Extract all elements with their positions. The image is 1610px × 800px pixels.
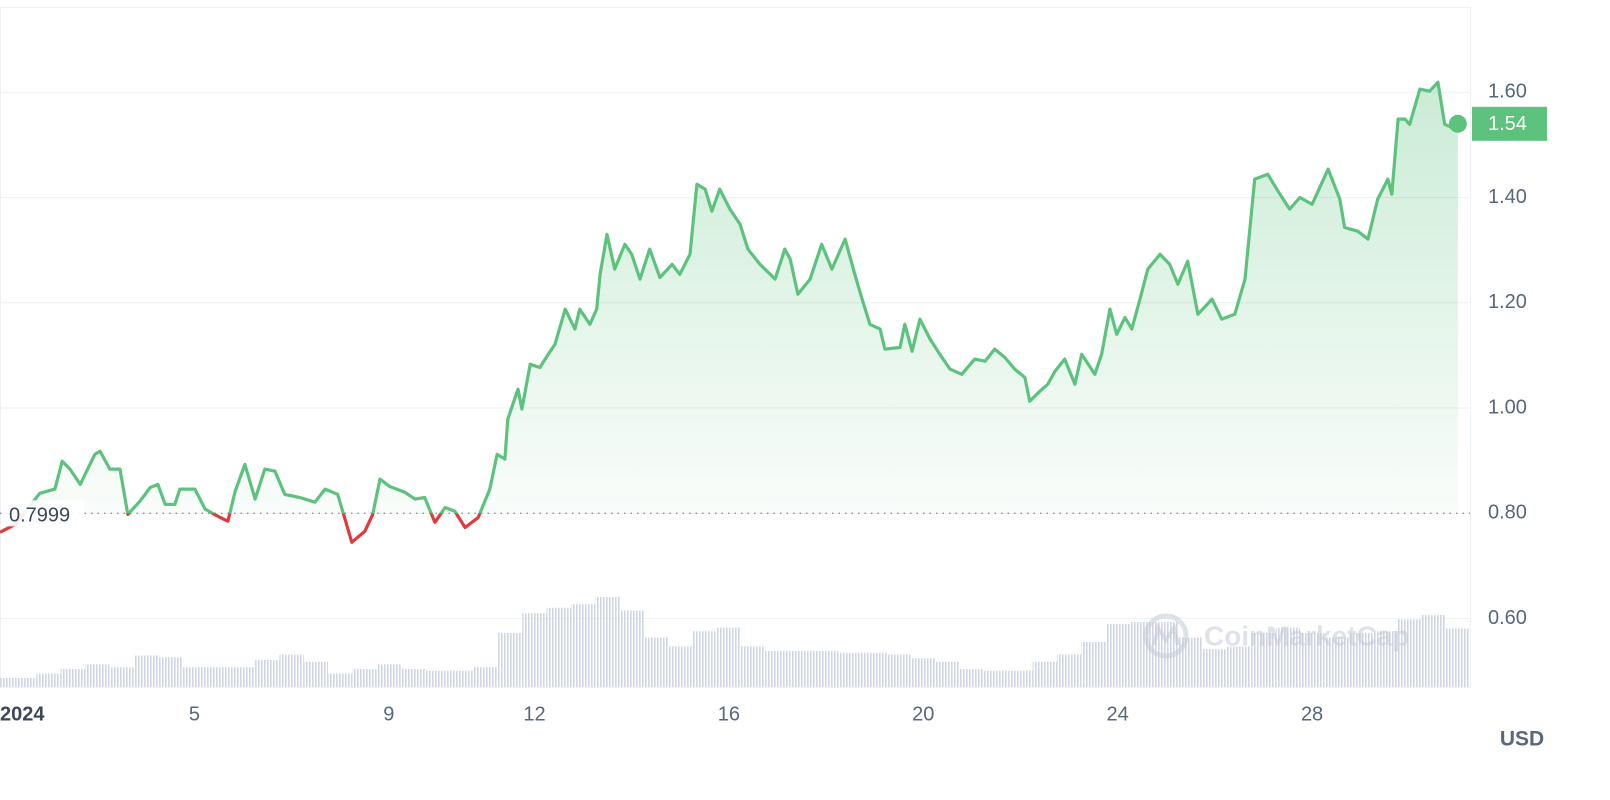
volume-bar xyxy=(230,667,256,687)
volume-bar xyxy=(109,667,134,687)
volume-bar xyxy=(813,651,839,687)
volume-bar xyxy=(328,673,353,687)
volume-bar xyxy=(668,646,693,687)
volume-bar xyxy=(182,667,207,687)
volume-bar xyxy=(1008,670,1033,687)
current-price-dot xyxy=(1448,114,1467,133)
volume-bar xyxy=(449,670,474,687)
volume-bar xyxy=(692,631,717,687)
volume-bar xyxy=(595,597,620,687)
volume-bar xyxy=(765,651,790,687)
volume-bar xyxy=(643,637,669,687)
watermark-text: CoinMarketCap xyxy=(1204,620,1409,651)
price-lines xyxy=(0,80,1470,544)
reference-label: 0.7999 xyxy=(9,505,70,527)
volume-bar xyxy=(1105,624,1130,687)
y-tick-label: 1.40 xyxy=(1488,186,1527,208)
y-tick-label: 1.60 xyxy=(1488,80,1527,102)
volume-bar xyxy=(911,658,936,687)
volume-bar xyxy=(303,661,329,687)
y-tick-label: 1.00 xyxy=(1488,396,1527,418)
volume-bar xyxy=(546,607,571,687)
volume-bar xyxy=(1445,628,1470,687)
volume-bar xyxy=(1202,649,1228,687)
current-price-label: 1.54 xyxy=(1488,113,1527,135)
volume-bar xyxy=(1348,633,1373,687)
volume-bar xyxy=(522,613,547,687)
volume-bar xyxy=(1081,642,1106,687)
reference-label-bg xyxy=(4,500,84,527)
unit-label: USD xyxy=(1500,728,1544,751)
x-tick-label: 20 xyxy=(912,703,934,725)
volume-bar xyxy=(376,664,401,687)
volume-bar xyxy=(279,654,304,687)
volume-bar xyxy=(1397,619,1422,687)
volume-bar xyxy=(1129,622,1155,687)
x-tick-label: 9 xyxy=(383,703,394,725)
volume-bar xyxy=(1299,633,1325,687)
volume-bar xyxy=(1324,637,1349,687)
volume-bar xyxy=(1251,633,1276,687)
y-tick-label: 0.60 xyxy=(1488,607,1527,629)
volume-bar xyxy=(1227,646,1252,687)
watermark: CoinMarketCap xyxy=(1143,613,1409,659)
x-tick-label: 16 xyxy=(718,703,740,725)
volume-bar xyxy=(1056,654,1082,687)
volume-bar xyxy=(1032,661,1057,687)
volume-bar xyxy=(1421,615,1446,687)
volume-bar xyxy=(886,654,912,687)
volume-bar xyxy=(838,652,863,687)
volume-bar xyxy=(206,667,231,687)
price-line-up xyxy=(21,80,1459,514)
volume-bar xyxy=(862,652,887,687)
volume-bar xyxy=(425,670,450,687)
volume-bar xyxy=(60,669,86,687)
x-tick-label: 24 xyxy=(1107,703,1129,725)
volume-bar xyxy=(741,646,766,687)
price-area xyxy=(23,82,1458,514)
y-tick-label: 1.20 xyxy=(1488,291,1527,313)
volume-bar xyxy=(716,627,742,687)
volume-bar xyxy=(619,610,644,687)
volume-bar xyxy=(498,633,523,687)
volume-bar xyxy=(157,657,183,687)
volume-bar xyxy=(12,678,37,687)
volume-bar xyxy=(85,664,110,687)
y-tick-label: 0.80 xyxy=(1488,502,1527,524)
volume-bar xyxy=(935,661,960,687)
volume-bar xyxy=(1275,627,1300,687)
volume-bar xyxy=(400,669,426,687)
volume-bar xyxy=(255,660,280,687)
volume-bar xyxy=(1372,631,1398,687)
volume-bar xyxy=(133,655,158,687)
volume-bar xyxy=(570,604,596,687)
x-tick-label: 12 xyxy=(523,703,545,725)
volume-bar xyxy=(789,651,814,687)
volume-bars xyxy=(0,597,1470,687)
volume-bar xyxy=(36,673,61,687)
volume-bar xyxy=(473,667,499,687)
volume-bar xyxy=(352,669,377,687)
x-tick-label: 5 xyxy=(189,703,200,725)
volume-bar xyxy=(984,670,1009,687)
volume-bar xyxy=(959,669,985,687)
current-price-badge xyxy=(1472,106,1547,141)
x-tick-label: 28 xyxy=(1301,703,1323,725)
plot-frame xyxy=(0,7,1471,688)
x-tick-label: 2024 xyxy=(0,703,45,725)
